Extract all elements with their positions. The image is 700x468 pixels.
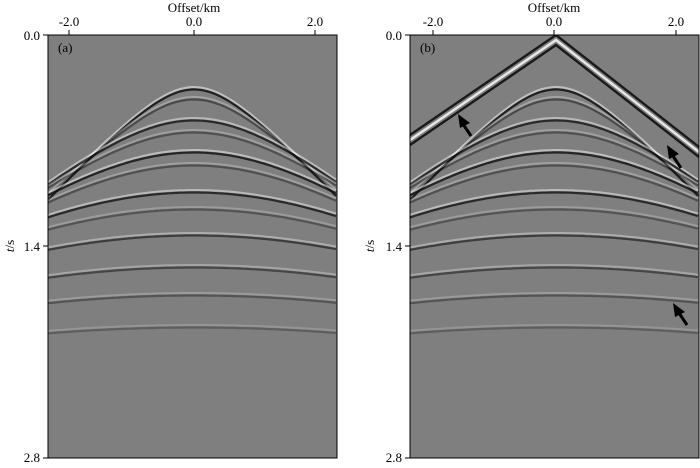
y-tick-label: 0.0: [24, 28, 40, 43]
reflection-event: [410, 326, 699, 335]
reflection-event: [48, 162, 337, 202]
seismic-events-a: [48, 86, 337, 335]
x-tick-label: 2.0: [668, 14, 684, 29]
reflection-event: [410, 35, 699, 148]
reflection-event: [410, 43, 699, 158]
arrow-right-upper: [667, 145, 683, 169]
panel-a: -2.0 0.0 2.0 Offset/km 0.0 1.4 2.8 t/s (…: [2, 0, 338, 465]
reflection-event: [410, 234, 699, 251]
seismic-events-b: [410, 35, 699, 335]
y-tick-label: 0.0: [386, 28, 402, 43]
reflection-event: [48, 86, 337, 198]
x-axis-title: Offset/km: [168, 0, 220, 15]
reflection-event: [48, 96, 337, 195]
y-tick-label: 2.8: [386, 450, 402, 465]
reflection-event: [48, 119, 337, 186]
reflection-event: [48, 292, 337, 302]
x-tick-label: -2.0: [423, 14, 444, 29]
reflection-event: [410, 191, 699, 219]
reflection-event: [410, 162, 699, 202]
reflection-event: [48, 208, 337, 231]
reflection-event: [410, 117, 699, 184]
reflection-event: [410, 151, 699, 197]
reflection-event: [48, 191, 337, 219]
reflection-event: [48, 151, 337, 197]
reflection-event: [48, 206, 337, 229]
reflection-event: [410, 292, 699, 302]
reflection-event: [48, 149, 337, 194]
panel-label: (b): [420, 40, 435, 55]
reflection-event: [48, 164, 337, 204]
reflection-event: [48, 232, 337, 249]
reflection-event: [48, 324, 337, 332]
seismic-image-a: [48, 35, 337, 458]
reflection-event: [410, 208, 699, 231]
reflection-event: [48, 117, 337, 184]
reflection-event: [410, 131, 699, 190]
panel-label: (a): [58, 40, 72, 55]
x-tick-label: -2.0: [59, 14, 80, 29]
arrow-left-upper: [458, 114, 473, 137]
reflection-event: [48, 326, 337, 335]
reflection-event: [48, 129, 337, 187]
x-tick-label: 0.0: [186, 14, 202, 29]
reflection-event: [410, 189, 699, 216]
reflection-event: [410, 164, 699, 204]
reflection-event: [410, 294, 699, 305]
reflection-event: [410, 206, 699, 229]
reflection-event: [48, 264, 337, 277]
reflection-event: [410, 38, 699, 153]
reflection-event: [410, 232, 699, 249]
arrow-right-lower: [673, 303, 689, 326]
reflection-event: [410, 86, 699, 198]
y-axis-title: t/s: [2, 240, 17, 252]
y-tick-label: 1.4: [24, 239, 41, 254]
reflection-event: [48, 131, 337, 190]
reflection-event: [410, 266, 699, 279]
reflection-event: [48, 189, 337, 216]
reflection-event: [410, 324, 699, 332]
reflection-event: [48, 234, 337, 251]
y-axis-title: t/s: [362, 240, 377, 252]
reflection-event: [410, 264, 699, 277]
reflection-event: [410, 149, 699, 194]
x-tick-label: 2.0: [307, 14, 323, 29]
reflection-event: [410, 129, 699, 187]
reflection-event: [48, 266, 337, 279]
reflection-event: [48, 294, 337, 305]
x-axis-title: Offset/km: [528, 0, 580, 15]
y-tick-label: 2.8: [24, 450, 40, 465]
panel-b: -2.0 0.0 2.0 Offset/km 0.0 1.4 2.8 t/s (…: [362, 0, 700, 465]
reflection-event: [410, 96, 699, 195]
reflection-event: [410, 119, 699, 186]
y-tick-label: 1.4: [386, 239, 403, 254]
x-tick-label: 0.0: [546, 14, 562, 29]
seismic-image-b: [410, 35, 699, 458]
